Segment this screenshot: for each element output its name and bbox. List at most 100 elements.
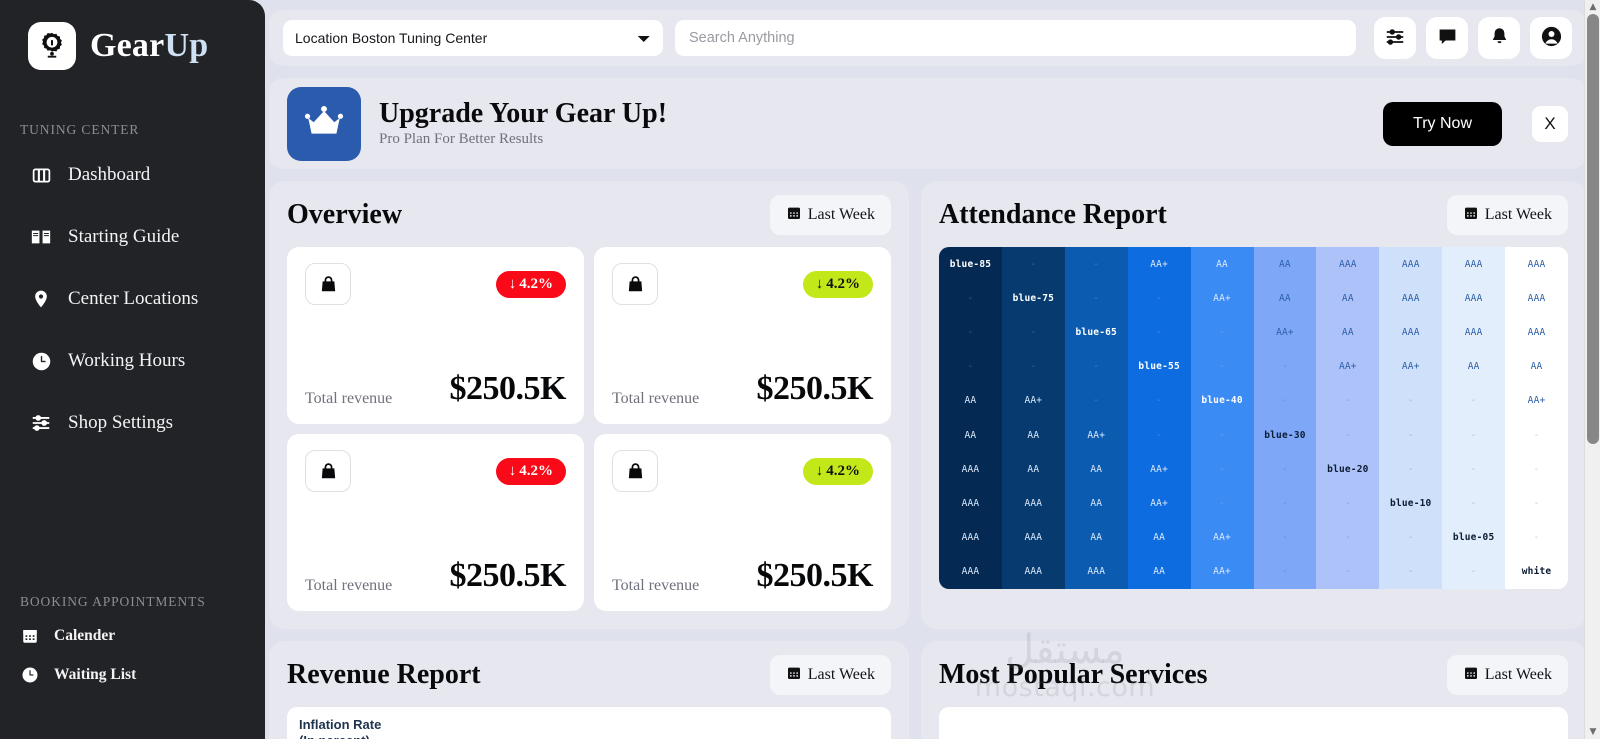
location-select[interactable]: Location Boston Tuning Center [283,20,663,56]
heatmap-cell: AAA [961,463,980,475]
chat-button[interactable] [1426,17,1468,59]
popular-services-title: Most Popular Services [939,659,1208,690]
sidebar-item-center-locations[interactable]: Center Locations [0,268,265,330]
page-scrollbar[interactable]: ▲ ▼ [1584,0,1600,739]
filter-sliders-button[interactable] [1374,17,1416,59]
stat-value: $250.5K [756,370,874,407]
try-now-button[interactable]: Try Now [1383,101,1502,146]
heatmap-cell: - [967,327,974,338]
status-badge: ↓ 4.2% [802,457,873,485]
promo-text: Upgrade Your Gear Up! Pro Plan For Bette… [379,98,1365,149]
calendar-icon [1463,665,1479,686]
heatmap-cell: AA+ [1338,361,1357,373]
account-icon [1540,25,1563,51]
heatmap-cell: AA+ [1213,532,1231,544]
sidebar-item-label: Center Locations [68,288,199,309]
heatmap-cell: AA [1216,258,1228,270]
heatmap-cell: - [1407,566,1414,578]
calendar-icon [786,205,802,226]
heatmap-cell: - [1156,292,1163,304]
calendar-icon [1463,205,1479,226]
stat-delta: 4.2% [519,462,553,479]
chat-icon [1437,26,1458,50]
heatmap-cell: - [1470,498,1477,510]
heatmap-cell: - [1533,429,1540,441]
heatmap-cell: AA [1341,292,1354,304]
sidebar-item-starting-guide[interactable]: Starting Guide [0,206,265,268]
popular-services-panel: Most Popular Services Last Week [921,641,1586,739]
promo-subtitle: Pro Plan For Better Results [379,131,544,148]
topbar: Location Boston Tuning Center [269,10,1586,66]
heatmap-cell: AA+ [1150,498,1169,510]
heatmap-cell: blue-20 [1327,463,1369,475]
revenue-filter-button[interactable]: Last Week [769,655,891,695]
heatmap-cell: blue-30 [1264,429,1306,441]
heatmap-cell: - [1219,429,1225,441]
scroll-down-arrow-icon[interactable]: ▼ [1589,727,1597,737]
search-input[interactable] [675,20,1356,56]
sidebar-item-calender[interactable]: Calender [0,616,265,655]
attendance-filter-button[interactable]: Last Week [1446,195,1568,235]
gear-logo-icon [28,22,76,70]
scroll-up-arrow-icon[interactable]: ▲ [1589,2,1597,12]
sidebar: GearUp TUNING CENTER Dashboard [0,0,265,739]
sidebar-item-label: Starting Guide [68,226,180,247]
heatmap-cell: AA [1090,463,1103,475]
overview-filter-button[interactable]: Last Week [769,195,891,235]
heatmap-cell: - [1344,395,1351,407]
arrow-down-icon: ↓ [815,462,824,479]
popular-services-filter-button[interactable]: Last Week [1446,655,1568,695]
heatmap-cell: - [1470,463,1477,475]
heatmap-column: AAA AAA AAA AA+ - - - blue-10 - - [1379,247,1443,589]
revenue-chart-label-line2: (In percent) [299,733,879,739]
sidebar-item-dashboard[interactable]: Dashboard [0,144,265,206]
stat-card[interactable]: ↓ 4.2% Total revenue $250.5K [594,434,891,611]
brand-name-first: Gear [90,27,165,64]
arrow-down-icon: ↓ [508,275,517,292]
heatmap-cell: - [1533,463,1540,475]
heatmap-cell: - [1281,566,1288,578]
stat-card[interactable]: ↓ 4.2% Total revenue $250.5K [594,247,891,424]
heatmap-cell: - [1281,395,1288,407]
sidebar-item-shop-settings[interactable]: Shop Settings [0,392,265,454]
sidebar-nav-secondary: Calender Waiting List [0,616,265,694]
heatmap-column: AA+ - - blue-55 - - AA+ AA+ AA AA [1127,247,1191,589]
dashboard-row-2: Revenue Report Last Week Inflation Rate [269,641,1586,739]
scrollbar-thumb[interactable] [1587,14,1599,444]
status-badge: ↓ 4.2% [495,457,566,485]
sidebar-item-label: Shop Settings [68,412,174,433]
sidebar-item-waiting-list[interactable]: Waiting List [0,655,265,694]
heatmap-cell: AAA [1024,566,1043,578]
heatmap-cell: AA+ [1527,395,1546,407]
crown-icon [287,86,361,161]
brand[interactable]: GearUp [0,16,265,70]
close-promo-button[interactable]: X [1532,105,1568,142]
heatmap-cell: AAA [1087,566,1106,578]
heatmap-cell: - [1156,429,1163,441]
attendance-header: Attendance Report Last Week [939,195,1568,235]
promo-banner: Upgrade Your Gear Up! Pro Plan For Bette… [269,78,1586,169]
heatmap-cell: AA [1090,498,1103,510]
sidebar-item-working-hours[interactable]: Working Hours [0,330,265,392]
attendance-filter-label: Last Week [1484,206,1552,223]
stat-card[interactable]: ↓ 4.2% Total revenue $250.5K [287,247,584,424]
heatmap-cell: white [1521,566,1552,578]
heatmap-cell: - [1281,498,1288,510]
heatmap-cell: - [1219,361,1225,373]
status-badge: ↓ 4.2% [495,270,566,298]
popular-services-chart [939,707,1568,739]
account-button[interactable] [1530,17,1572,59]
stat-card[interactable]: ↓ 4.2% Total revenue $250.5K [287,434,584,611]
heatmap-cell: AA+ [1150,258,1169,270]
heatmap-cell: AA [1467,361,1480,373]
heatmap-cell: - [1470,566,1477,578]
stat-value: $250.5K [449,370,567,407]
notifications-button[interactable] [1478,17,1520,59]
stat-card-bottom: Total revenue $250.5K [612,557,874,595]
heatmap-cell: AAA [1527,327,1546,338]
overview-header: Overview Last Week [287,195,891,235]
heatmap-cell: blue-85 [949,258,992,270]
page-title: Overview [287,199,403,230]
heatmap-cell: blue-55 [1138,361,1180,373]
